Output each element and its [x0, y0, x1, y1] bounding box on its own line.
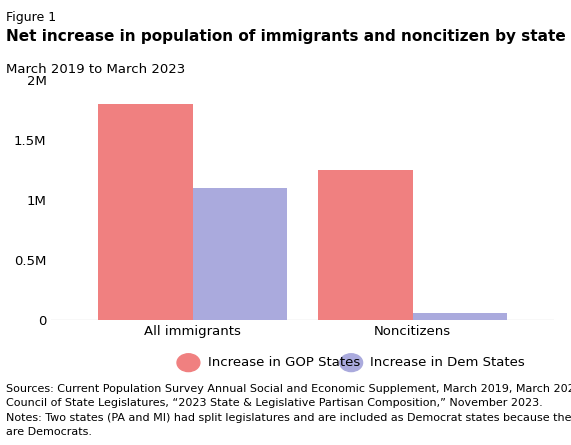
- Text: Figure 1: Figure 1: [6, 11, 56, 24]
- Text: Sources: Current Population Survey Annual Social and Economic Supplement, March : Sources: Current Population Survey Annua…: [6, 384, 571, 393]
- Text: Increase in Dem States: Increase in Dem States: [370, 356, 525, 369]
- Text: are Democrats.: are Democrats.: [6, 427, 92, 437]
- Bar: [98, 104, 192, 320]
- Bar: [192, 188, 287, 320]
- Bar: [319, 170, 412, 320]
- Text: Net increase in population of immigrants and noncitizen by state legislative con: Net increase in population of immigrants…: [6, 29, 571, 44]
- Text: Increase in GOP States: Increase in GOP States: [208, 356, 361, 369]
- Text: Council of State Legislatures, “2023 State & Legislative Partisan Composition,” : Council of State Legislatures, “2023 Sta…: [6, 398, 542, 408]
- Text: March 2019 to March 2023: March 2019 to March 2023: [6, 63, 185, 76]
- Text: Notes: Two states (PA and MI) had split legislatures and are included as Democra: Notes: Two states (PA and MI) had split …: [6, 413, 571, 423]
- Bar: [412, 313, 507, 320]
